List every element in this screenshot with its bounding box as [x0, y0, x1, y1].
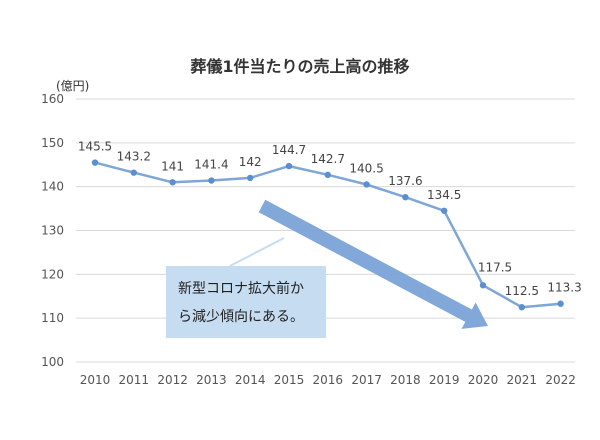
data-label: 143.2 [117, 150, 151, 164]
chart-title: 葬儀1件当たりの売上高の推移 [190, 57, 409, 76]
series-layer [91, 159, 564, 311]
y-tick-label: 120 [41, 267, 64, 281]
data-label: 134.5 [427, 188, 461, 202]
data-label: 140.5 [349, 161, 383, 175]
data-label: 141 [161, 159, 184, 173]
data-point [479, 282, 487, 289]
x-tick-label: 2020 [468, 373, 499, 387]
y-axis-ticks: 100 110 120 130 140 150 160 [41, 92, 64, 369]
data-point [324, 171, 331, 179]
annotation-line-1: 新型コロナ拡大前か [178, 280, 304, 297]
data-label: 144.7 [272, 143, 306, 157]
x-tick-label: 2011 [119, 373, 150, 387]
data-point [169, 179, 176, 186]
data-point [285, 162, 293, 170]
x-tick-label: 2010 [80, 373, 111, 387]
data-point [91, 159, 99, 166]
y-tick-label: 160 [41, 92, 64, 106]
data-label: 142.7 [311, 152, 345, 166]
data-label: 142 [239, 155, 262, 169]
x-tick-label: 2019 [429, 373, 460, 387]
y-tick-label: 130 [41, 224, 64, 238]
y-tick-label: 100 [41, 355, 64, 369]
data-point [441, 207, 448, 214]
data-point [363, 181, 370, 188]
y-tick-label: 110 [41, 311, 64, 325]
annotation-line-2: ら減少傾向にある。 [178, 308, 304, 325]
y-tick-label: 140 [41, 180, 64, 194]
data-point [557, 300, 564, 307]
annotation-leader [229, 237, 285, 267]
data-point [208, 177, 215, 184]
x-tick-label: 2014 [235, 373, 266, 387]
trend-arrow-layer [258, 199, 488, 329]
x-tick-label: 2021 [507, 373, 538, 387]
trend-arrow [258, 199, 488, 329]
data-label: 117.5 [478, 260, 512, 274]
data-point [402, 193, 409, 201]
x-tick-label: 2015 [274, 373, 305, 387]
x-tick-label: 2018 [390, 373, 421, 387]
data-point [247, 174, 254, 182]
y-tick-label: 150 [41, 136, 64, 150]
x-tick-label: 2012 [157, 373, 188, 387]
data-labels: 145.5 143.2 141 141.4 142 144.7 142.7 140.5 137.… [78, 140, 582, 299]
data-label: 112.5 [505, 284, 539, 298]
y-unit-label: (億円) [56, 79, 89, 93]
data-label: 145.5 [78, 140, 112, 154]
x-tick-label: 2017 [351, 373, 382, 387]
data-point [518, 304, 525, 311]
data-point [130, 169, 137, 176]
data-label: 113.3 [547, 281, 581, 295]
data-label: 137.6 [388, 174, 422, 188]
data-label: 141.4 [194, 158, 228, 172]
x-axis-ticks: 2010 2011 2012 2013 2014 2015 2016 2017 2018 2019… [80, 373, 576, 387]
annotation-box: 新型コロナ拡大前か ら減少傾向にある。 [166, 237, 326, 338]
x-tick-label: 2016 [313, 373, 344, 387]
annotation-background [166, 266, 326, 338]
x-tick-label: 2022 [545, 373, 576, 387]
x-tick-label: 2013 [196, 373, 227, 387]
